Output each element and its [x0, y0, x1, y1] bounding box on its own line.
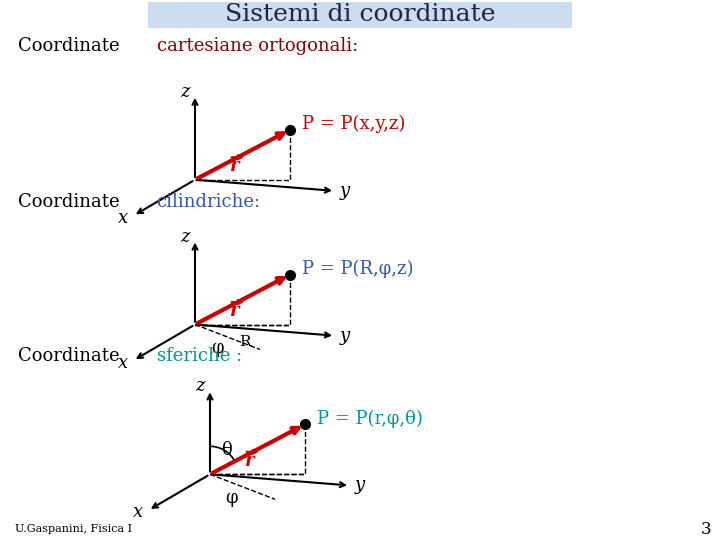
Text: cilindriche:: cilindriche: [156, 193, 261, 211]
Text: R: R [239, 335, 251, 349]
Text: z: z [180, 228, 190, 246]
Text: z: z [180, 83, 190, 101]
Text: P = P(x,y,z): P = P(x,y,z) [302, 114, 405, 133]
Text: Coordinate: Coordinate [18, 193, 125, 211]
Text: x: x [133, 503, 143, 521]
Text: y: y [355, 476, 365, 495]
Text: Coordinate: Coordinate [18, 347, 125, 366]
Text: 3: 3 [701, 521, 711, 538]
Text: θ: θ [220, 441, 231, 460]
Text: r: r [230, 302, 240, 320]
Text: φ: φ [211, 340, 223, 357]
Text: φ: φ [226, 489, 238, 507]
Text: r: r [245, 452, 254, 470]
Text: x: x [118, 354, 128, 372]
Text: U.Gaspanini, Fisica I: U.Gaspanini, Fisica I [15, 524, 132, 534]
Text: Sistemi di coordinate: Sistemi di coordinate [225, 3, 495, 26]
Text: P = P(r,φ,θ): P = P(r,φ,θ) [317, 409, 423, 428]
FancyBboxPatch shape [148, 2, 572, 28]
Text: r: r [230, 157, 240, 176]
Text: P = P(R,φ,z): P = P(R,φ,z) [302, 260, 413, 278]
Text: cartesiane ortogonali:: cartesiane ortogonali: [156, 37, 358, 55]
Text: x: x [118, 209, 128, 227]
Text: y: y [340, 182, 350, 200]
Text: z: z [195, 377, 204, 395]
Text: Coordinate: Coordinate [18, 37, 125, 55]
Text: y: y [340, 327, 350, 345]
Text: sferiche :: sferiche : [156, 347, 242, 366]
